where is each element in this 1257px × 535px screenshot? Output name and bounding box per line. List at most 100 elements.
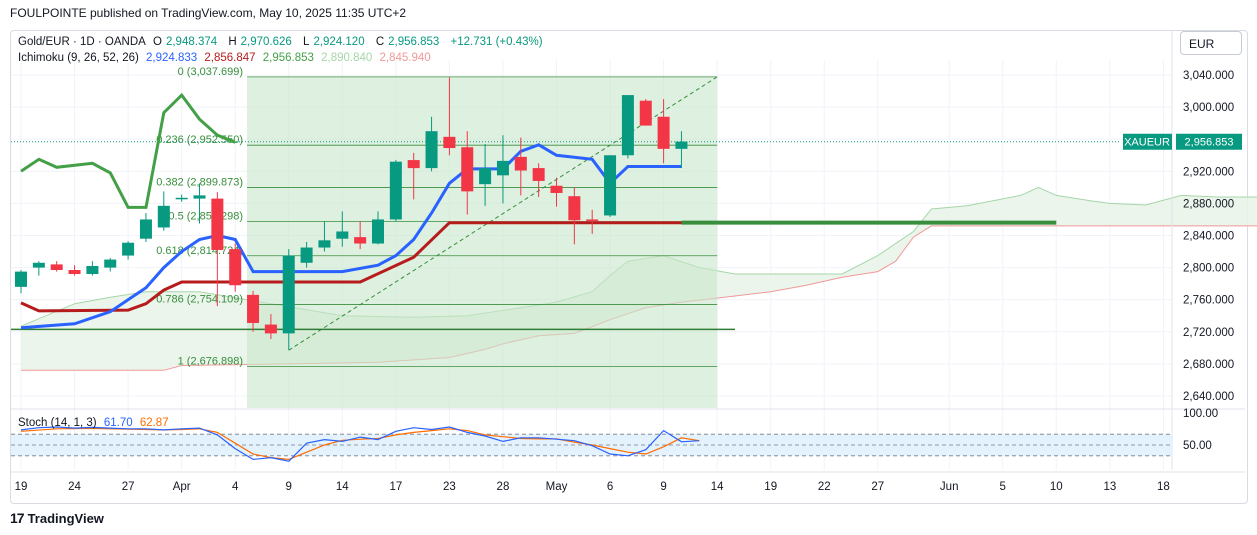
stoch-d-value: 62.87 [139,417,169,429]
time-axis-label: 18 [1157,481,1170,493]
price-tag-value-bg [1176,133,1242,150]
time-axis-label: 14 [336,481,349,493]
candle-body[interactable] [461,147,474,192]
price-axis-label: 2,760.000 [1183,295,1234,307]
candle-body[interactable] [139,219,152,239]
close-value: C 2,956.853 [375,36,440,48]
candle-body[interactable] [568,196,581,221]
price-axis-label: 3,000.000 [1183,102,1234,114]
candle-body[interactable] [211,198,224,250]
ichimoku-senkou-a-value: 2,890.840 [321,52,373,64]
candle-body[interactable] [479,168,492,185]
candle-body[interactable] [104,259,117,268]
candle-body[interactable] [318,240,331,248]
high-value: H 2,970.626 [228,36,292,48]
stoch-axis-label: 100.00 [1183,408,1218,420]
candle-body[interactable] [175,197,188,200]
price-axis-label: 3,040.000 [1183,70,1234,82]
time-axis-label: 27 [122,481,135,493]
time-axis-label: 14 [711,481,724,493]
time-axis-label: Apr [173,481,191,493]
open-value: O 2,948.374 [153,36,218,48]
time-axis-label: 22 [818,481,831,493]
time-axis-label: 28 [497,481,510,493]
price-axis-label: 2,720.000 [1183,327,1234,339]
price-axis-label: 2,640.000 [1183,391,1234,403]
candle-body[interactable] [68,270,81,275]
time-axis-label: 9 [660,481,666,493]
candle-body[interactable] [586,219,599,221]
candle-body[interactable] [300,247,313,263]
price-axis-label: 2,840.000 [1183,231,1234,243]
time-axis-label: 9 [286,481,292,493]
candle-body[interactable] [550,185,563,193]
chikou-span-line [20,92,236,209]
candle-body[interactable] [621,95,634,156]
tenkan-sen-line [20,143,682,330]
candle-body[interactable] [264,324,277,334]
candle-body[interactable] [247,294,260,323]
chart-frame [10,30,1248,504]
time-axis-label: 19 [15,481,28,493]
price-legend: Gold/EUR · 1D · OANDA O 2,948.374 H 2,970.… [18,36,547,48]
stoch-k-value: 61.70 [103,417,133,429]
change-value: +12.731 (+0.43%) [450,36,543,48]
brand-label: TradingView [27,510,104,526]
stoch-k-line [20,426,700,462]
fib-level-label: 1 (2,676.898) [178,355,243,367]
ichimoku-tenkan-value: 2,924.833 [146,52,198,64]
price-axis-label: 2,880.000 [1183,198,1234,210]
price-axis-label: 2,920.000 [1183,166,1234,178]
candle-body[interactable] [496,160,509,176]
candle-body[interactable] [15,271,27,287]
candle-body[interactable] [639,100,652,126]
low-value: L 2,924.120 [303,36,365,48]
candle-body[interactable] [407,160,420,169]
time-axis-label: 10 [1050,481,1063,493]
candle-body[interactable] [122,242,135,256]
symbol-label[interactable]: Gold/EUR · 1D · OANDA [18,36,146,48]
candle-body[interactable] [389,161,402,220]
ichimoku-senkou-b-value: 2,845.940 [379,52,431,64]
time-axis-label: 24 [68,481,81,493]
price-axis-label: 2,800.000 [1183,263,1234,275]
tradingview-mark-icon: 17 [10,510,25,526]
candle-body[interactable] [443,136,456,149]
kijun-sen-line [20,221,682,313]
candle-body[interactable] [336,231,349,239]
candle-body[interactable] [157,205,170,228]
candle-body[interactable] [657,116,670,149]
stoch-label[interactable]: Stoch (14, 1, 3) [18,417,97,429]
fib-level-label: 0.786 (2,754.109) [156,293,243,305]
fib-level-label: 0.5 (2,857.298) [168,211,243,223]
candle-body[interactable] [193,195,206,199]
candle-body[interactable] [675,141,688,149]
stoch-d-line [20,427,700,461]
time-axis-label: 27 [871,481,884,493]
ichimoku-kijun-value: 2,856.847 [204,52,256,64]
ichimoku-chikou-value: 2,956.853 [262,52,314,64]
candle-body[interactable] [32,262,45,268]
price-tag-symbol: XAUEUR [1124,137,1170,149]
candle-body[interactable] [282,255,295,334]
time-axis-label: 6 [607,481,613,493]
ichimoku-label[interactable]: Ichimoku (9, 26, 52, 26) [18,52,139,64]
candle-body[interactable] [86,265,99,275]
candle-body[interactable] [229,249,242,286]
candle-body[interactable] [532,168,545,181]
time-axis-label: 5 [1000,481,1006,493]
tradingview-logo[interactable]: 17 TradingView [10,510,104,526]
candle-body[interactable] [425,131,438,169]
candle-body[interactable] [372,219,384,244]
candle-body[interactable] [604,155,617,216]
candle-body[interactable] [354,237,367,244]
candle-body[interactable] [514,156,527,171]
candle-body[interactable] [50,264,63,270]
stoch-legend: Stoch (14, 1, 3) 61.70 62.87 [18,417,173,429]
fib-level-label: 0 (3,037.699) [178,66,243,78]
time-axis-label: 19 [764,481,777,493]
currency-button[interactable]: EUR [1180,31,1242,55]
ichimoku-legend: Ichimoku (9, 26, 52, 26) 2,924.833 2,856… [18,52,435,64]
fib-level-label: 0.382 (2,899.873) [156,176,243,188]
